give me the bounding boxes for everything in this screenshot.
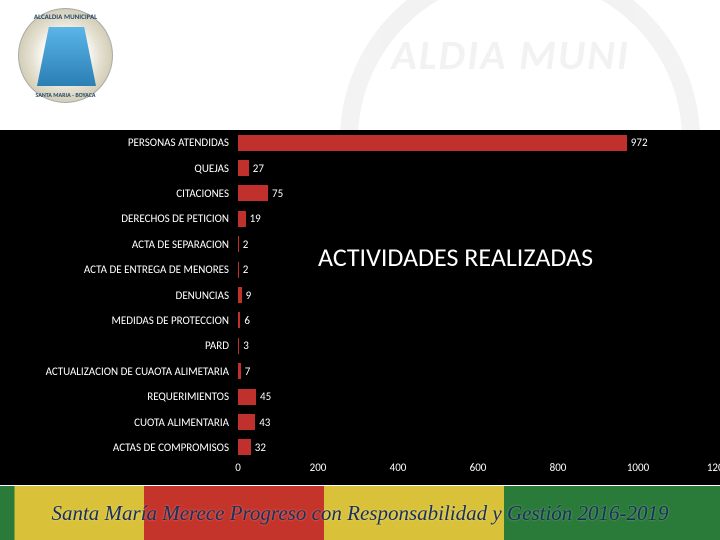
x-axis-tick: 600 xyxy=(470,461,487,474)
x-axis: 0 200 400 600 800 1000 1200 xyxy=(238,461,718,479)
bar-category-label: PARD xyxy=(0,339,235,352)
bar-rect xyxy=(238,338,239,354)
bar-value-label: 43 xyxy=(259,416,270,429)
x-axis-tick: 400 xyxy=(390,461,407,474)
bar-row: PERSONAS ATENDIDAS 972 xyxy=(0,130,720,155)
bar-rect xyxy=(238,389,256,405)
bar-value-label: 2 xyxy=(243,238,249,251)
bar-category-label: REQUERIMIENTOS xyxy=(0,390,235,403)
bar-value-label: 2 xyxy=(243,263,249,276)
bar-category-label: ACTUALIZACION DE CUAOTA ALIMETARIA xyxy=(0,365,235,378)
bar-rect xyxy=(238,262,239,278)
bar-rect xyxy=(238,185,268,201)
bar-rect xyxy=(238,287,242,303)
activities-chart: PERSONAS ATENDIDAS972QUEJAS27CITACIONES7… xyxy=(0,130,720,485)
bar-category-label: CITACIONES xyxy=(0,187,235,200)
bar-row: MEDIDAS DE PROTECCION 6 xyxy=(0,308,720,333)
bar-row: CITACIONES 75 xyxy=(0,181,720,206)
bar-category-label: DERECHOS DE PETICION xyxy=(0,212,235,225)
bar-value-label: 27 xyxy=(253,162,264,175)
bar-rect xyxy=(238,135,627,151)
x-axis-tick: 800 xyxy=(550,461,567,474)
bar-rect xyxy=(238,312,240,328)
bar-category-label: PERSONAS ATENDIDAS xyxy=(0,136,235,149)
chart-title: ACTIVIDADES REALIZADAS xyxy=(318,241,593,273)
bar-rect xyxy=(238,439,251,455)
bar-row: DENUNCIAS 9 xyxy=(0,282,720,307)
bar-rect xyxy=(238,211,246,227)
bar-category-label: DENUNCIAS xyxy=(0,289,235,302)
bar-value-label: 19 xyxy=(250,212,261,225)
bar-rect xyxy=(238,236,239,252)
footer-banner: Santa María Merece Progreso con Responsa… xyxy=(0,486,720,540)
bar-row: PARD 3 xyxy=(0,333,720,358)
bar-value-label: 972 xyxy=(631,136,648,149)
municipal-logo: ALCALDIA MUNICIPAL SANTA MARIA - BOYACA xyxy=(18,8,113,103)
bar-category-label: QUEJAS xyxy=(0,162,235,175)
footer-slogan: Santa María Merece Progreso con Responsa… xyxy=(51,501,668,526)
logo-top-text: ALCALDIA MUNICIPAL xyxy=(19,12,112,21)
bar-row: ACTAS DE COMPROMISOS 32 xyxy=(0,435,720,460)
bar-value-label: 9 xyxy=(246,289,252,302)
bar-rect xyxy=(238,160,249,176)
x-axis-tick: 1000 xyxy=(627,461,649,474)
x-axis-tick: 0 xyxy=(235,461,241,474)
bar-rect xyxy=(238,363,241,379)
bar-value-label: 45 xyxy=(260,390,271,403)
bar-value-label: 32 xyxy=(255,441,266,454)
logo-bottom-text: SANTA MARIA - BOYACA xyxy=(19,91,112,99)
bar-category-label: CUOTA ALIMENTARIA xyxy=(0,416,235,429)
bar-value-label: 6 xyxy=(244,314,250,327)
bar-category-label: ACTAS DE COMPROMISOS xyxy=(0,441,235,454)
bar-value-label: 75 xyxy=(272,187,283,200)
bar-row: REQUERIMIENTOS 45 xyxy=(0,384,720,409)
x-axis-tick: 1200 xyxy=(707,461,720,474)
bar-value-label: 7 xyxy=(245,365,251,378)
bar-rect xyxy=(238,414,255,430)
bar-category-label: ACTA DE ENTREGA DE MENORES xyxy=(0,263,235,276)
x-axis-tick: 200 xyxy=(310,461,327,474)
bar-row: DERECHOS DE PETICION 19 xyxy=(0,206,720,231)
bar-category-label: ACTA DE SEPARACION xyxy=(0,238,235,251)
bar-row: ACTUALIZACION DE CUAOTA ALIMETARIA 7 xyxy=(0,359,720,384)
bar-category-label: MEDIDAS DE PROTECCION xyxy=(0,314,235,327)
bar-row: QUEJAS 27 xyxy=(0,155,720,180)
bar-value-label: 3 xyxy=(243,339,249,352)
bar-row: CUOTA ALIMENTARIA 43 xyxy=(0,409,720,434)
